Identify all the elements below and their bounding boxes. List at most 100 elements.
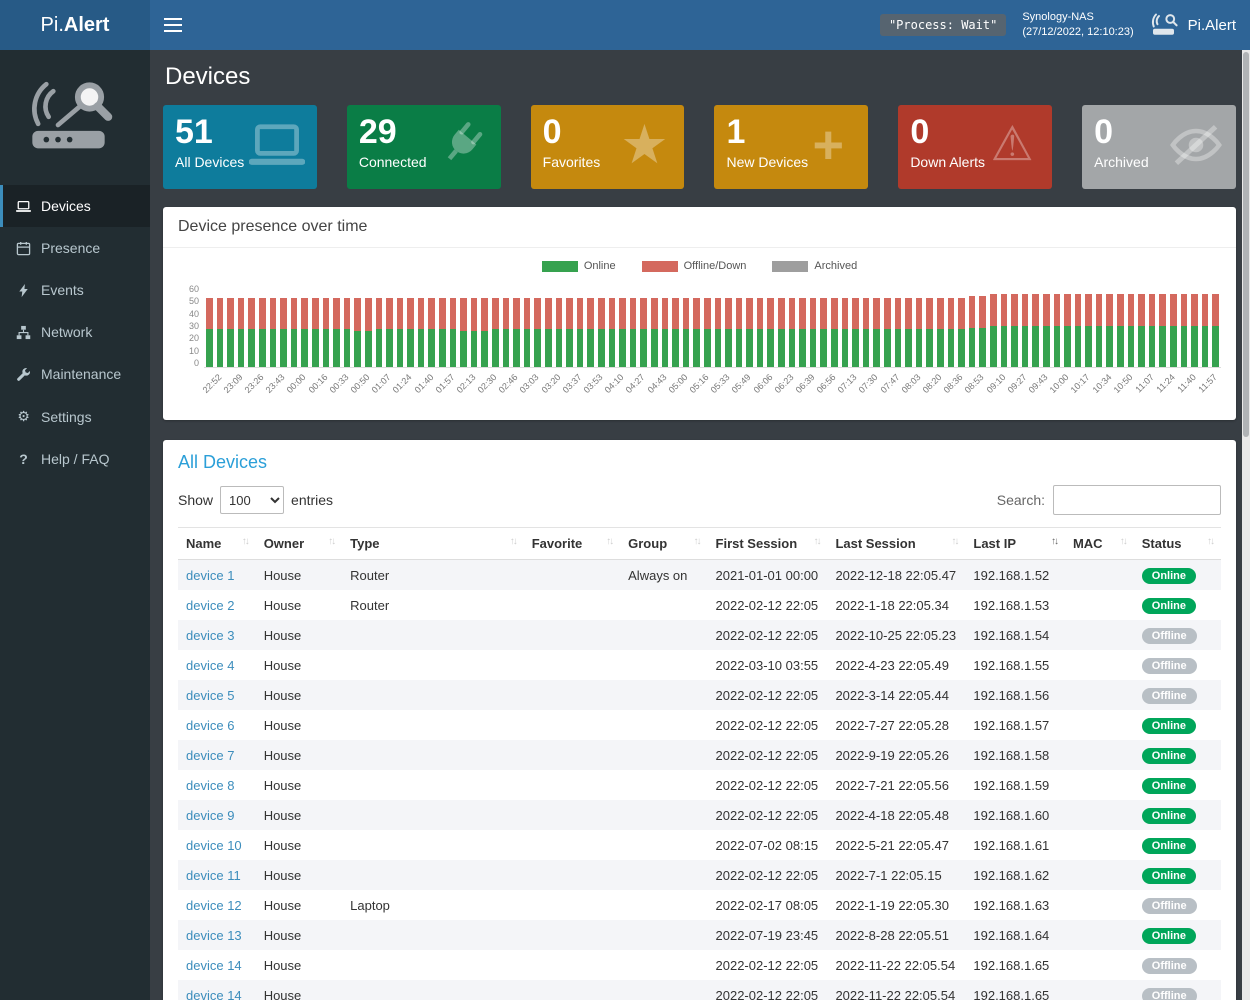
bar-segment-online: [555, 329, 563, 367]
cell-name: device 3: [178, 620, 256, 650]
cell-last-session: 2022-3-14 22:05.44: [835, 687, 949, 703]
device-link[interactable]: device 1: [186, 567, 235, 583]
card-connected[interactable]: 29 Connected: [346, 105, 501, 189]
x-axis-label: 04:43: [645, 372, 669, 396]
x-axis-label: 11:40: [1175, 372, 1198, 395]
cell-mac: [1065, 770, 1134, 800]
device-link[interactable]: device 6: [186, 717, 235, 733]
sidebar-item-presence[interactable]: Presence: [0, 227, 150, 269]
x-axis-label: 10:34: [1090, 372, 1114, 396]
bar-segment-offline: [1042, 294, 1050, 327]
sort-icon: ↑↓: [1207, 536, 1215, 547]
header-brand-link[interactable]: Pi.Alert: [1150, 13, 1236, 37]
bar-segment-offline: [926, 298, 933, 330]
column-header-last-ip[interactable]: Last IP ↑↓: [965, 527, 1065, 560]
bar-segment-offline: [608, 298, 616, 330]
bar-segment-online: [396, 329, 404, 367]
bar-segment-online: [597, 329, 605, 367]
device-link[interactable]: device 14: [186, 987, 242, 1000]
brand-logo[interactable]: Pi. Alert: [0, 0, 150, 50]
presence-chart-panel: Device presence over time Online Offline/…: [163, 207, 1236, 420]
device-link[interactable]: device 14: [186, 957, 242, 973]
bar-segment-online: [619, 329, 626, 367]
chart-bar: [1073, 283, 1084, 367]
bar-segment-online: [862, 329, 870, 367]
cell-last-session: 2022-7-1 22:05.15: [835, 867, 942, 883]
column-header-owner[interactable]: Owner ↑↓: [255, 527, 343, 560]
table-row: device 14 House 2022-02-12 22:05 2022-11-22…: [178, 980, 1221, 1000]
bar-segment-online: [470, 330, 478, 367]
sidebar-item-label: Help / FAQ: [41, 451, 110, 467]
hamburger-icon[interactable]: [164, 14, 186, 36]
device-link[interactable]: device 8: [186, 777, 235, 793]
pialert-router-logo: [0, 50, 150, 185]
page-length-select[interactable]: 100: [220, 486, 285, 514]
bar-segment-offline: [534, 298, 541, 330]
chart-bar: [342, 283, 353, 367]
device-link[interactable]: device 4: [186, 657, 235, 673]
sidebar-item-network[interactable]: Network: [0, 311, 150, 353]
column-header-name[interactable]: Name ↑↓: [178, 527, 256, 560]
cell-type: [342, 680, 524, 710]
cell-group: [620, 860, 707, 890]
bar-segment-offline: [216, 298, 224, 330]
device-link[interactable]: device 11: [186, 867, 241, 883]
column-label: Group: [628, 536, 668, 551]
bar-segment-online: [258, 329, 266, 367]
x-axis-label: 07:47: [878, 372, 902, 396]
bar-segment-offline: [481, 298, 489, 331]
sidebar-item-devices[interactable]: Devices: [0, 185, 150, 227]
bar-segment-online: [852, 329, 859, 367]
column-header-type[interactable]: Type ↑↓: [342, 527, 524, 560]
all-devices-panel: All Devices Show 100 entries Search: Nam…: [163, 440, 1236, 1000]
card-new-devices[interactable]: 1 New Devices +: [714, 105, 869, 189]
sidebar-item-settings[interactable]: ⚙ Settings: [0, 395, 150, 438]
sidebar-menu: Devices Presence Events Network Maintenance ⚙…: [0, 185, 150, 480]
device-link[interactable]: device 7: [186, 747, 235, 763]
card-value: 1: [726, 113, 746, 151]
cell-favorite: [524, 650, 620, 680]
status-badge: Online: [1141, 717, 1196, 734]
column-header-last-session[interactable]: Last Session ↑↓: [827, 527, 966, 560]
device-link[interactable]: device 5: [186, 687, 235, 703]
status-badge: Offline: [1141, 957, 1197, 974]
sidebar-item-events[interactable]: Events: [0, 269, 150, 311]
chart-bar: [1168, 283, 1179, 367]
device-link[interactable]: device 3: [186, 627, 235, 643]
legend-item-archived[interactable]: Archived: [772, 260, 857, 272]
device-link[interactable]: device 10: [186, 837, 242, 853]
card-label: Archived: [1094, 154, 1149, 171]
column-header-first-session[interactable]: First Session ↑↓: [707, 527, 828, 560]
device-link[interactable]: device 2: [186, 597, 235, 613]
column-header-mac[interactable]: MAC ↑↓: [1064, 527, 1134, 560]
chart-bar: [861, 283, 872, 367]
cell-owner: House: [263, 747, 302, 763]
search-input[interactable]: [1053, 485, 1221, 515]
status-badge: Online: [1141, 597, 1196, 614]
card-archived[interactable]: 0 Archived: [1082, 105, 1236, 189]
sidebar-item-maintenance[interactable]: Maintenance: [0, 353, 150, 395]
bar-segment-online: [492, 329, 499, 367]
device-link[interactable]: device 12: [186, 897, 242, 913]
device-link[interactable]: device 13: [186, 927, 242, 943]
column-header-status[interactable]: Status ↑↓: [1133, 527, 1221, 560]
sidebar-item-help-faq[interactable]: ? Help / FAQ: [0, 438, 150, 480]
bar-segment-offline: [905, 298, 912, 330]
cell-owner: House: [263, 897, 302, 913]
chart-bar: [988, 283, 999, 367]
legend-item-online[interactable]: Online: [541, 260, 616, 272]
chart-bar: [1147, 283, 1158, 367]
card-down-alerts[interactable]: 0 Down Alerts ⚠: [898, 105, 1053, 189]
column-header-group[interactable]: Group ↑↓: [620, 527, 708, 560]
cell-favorite: [524, 920, 620, 950]
scrollbar-thumb[interactable]: [1243, 52, 1249, 437]
table-header-row: Name ↑↓ Owner ↑↓ Type ↑↓ Favorite ↑↓ Group ↑↓ Firs…: [178, 527, 1221, 560]
legend-item-offline-down[interactable]: Offline/Down: [641, 260, 746, 272]
column-header-favorite[interactable]: Favorite ↑↓: [523, 527, 621, 560]
card-favorites[interactable]: 0 Favorites ★: [530, 105, 685, 189]
scrollbar[interactable]: [1242, 50, 1250, 1000]
cell-status: Online: [1134, 830, 1221, 860]
chart-bar: [755, 283, 766, 367]
card-all-devices[interactable]: 51 All Devices: [163, 105, 317, 189]
device-link[interactable]: device 9: [186, 807, 235, 823]
